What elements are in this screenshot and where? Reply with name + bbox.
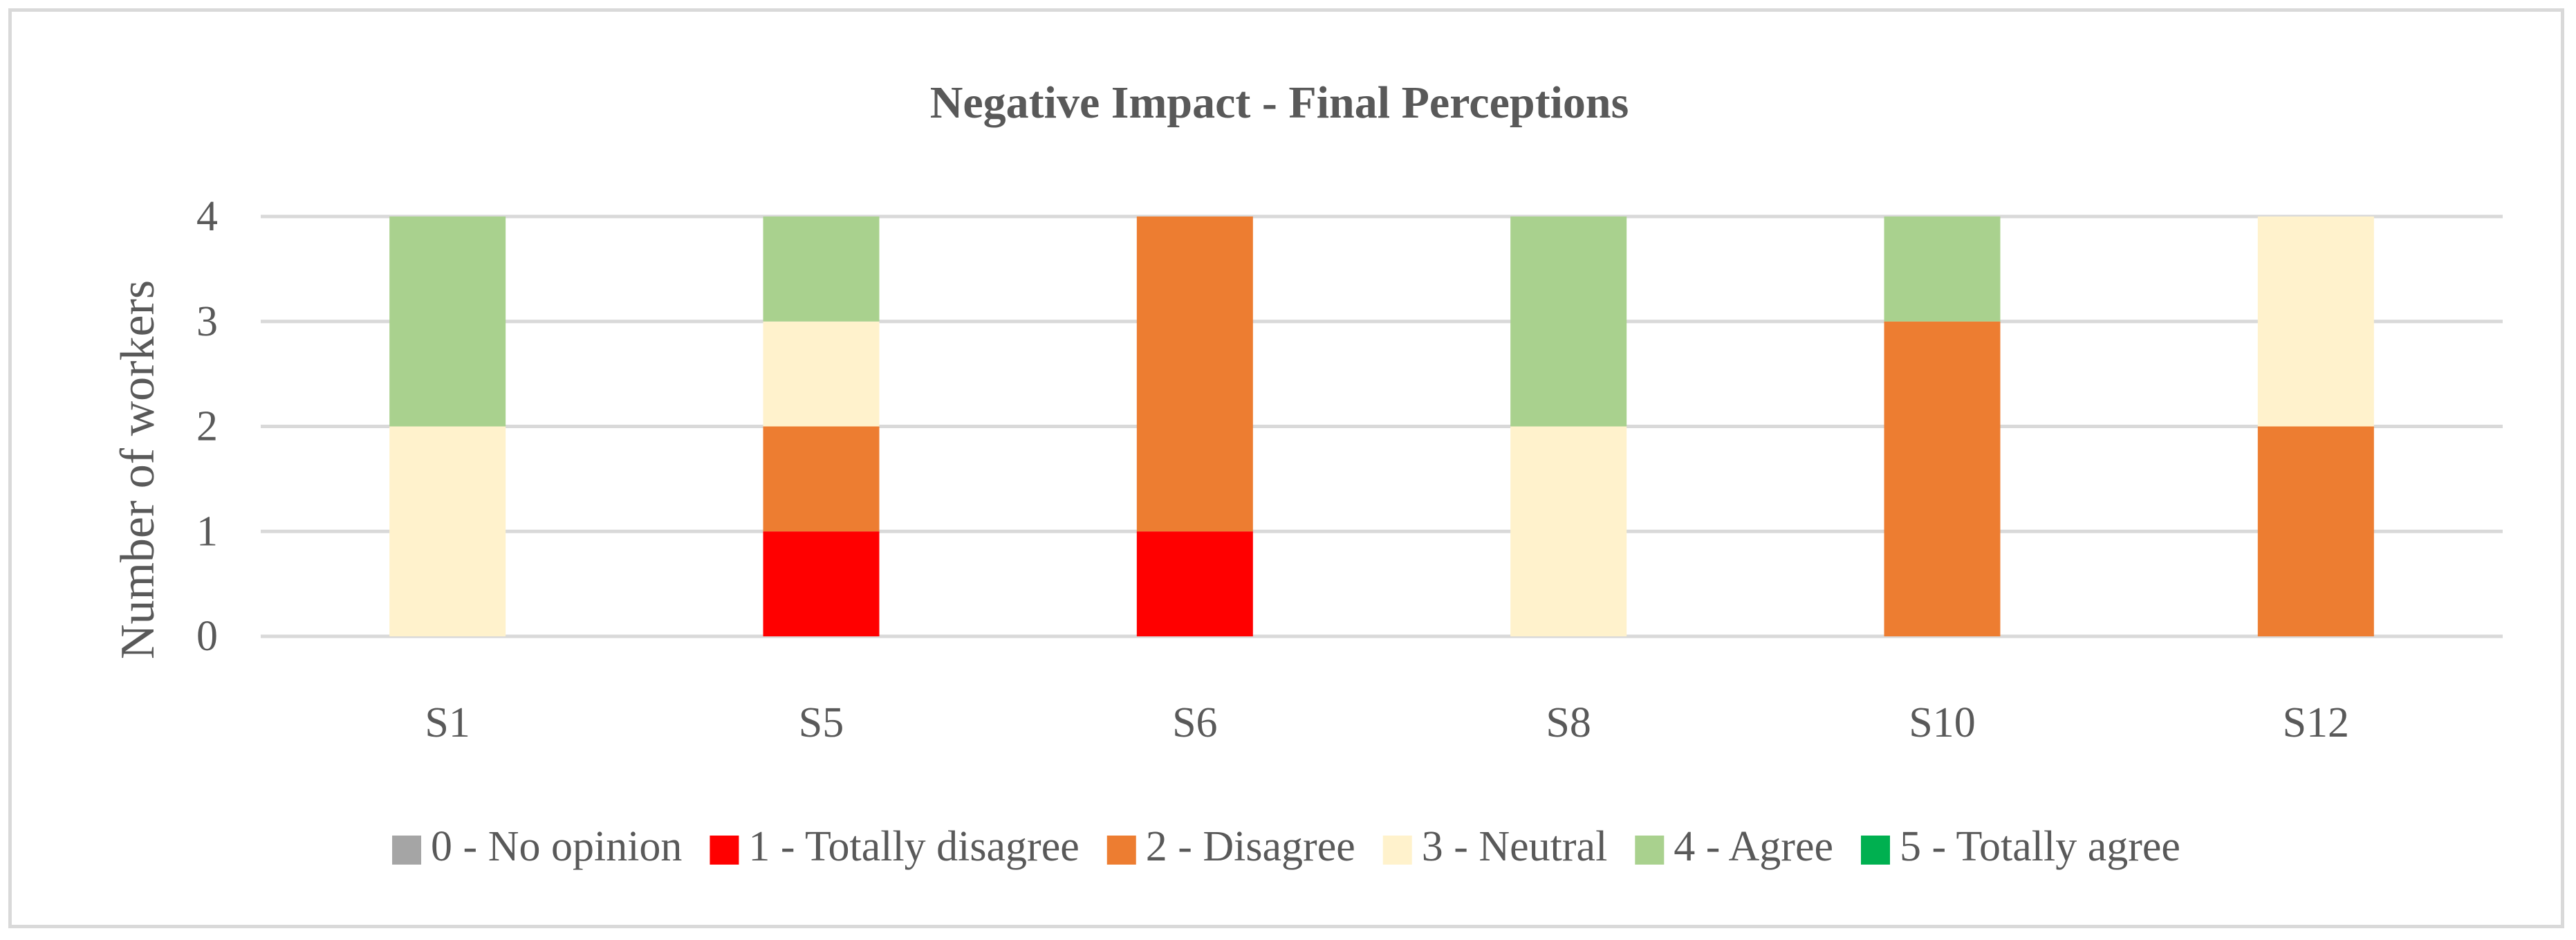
x-tick-label: S12 [2283,699,2349,746]
legend-item: 3 - Neutral [1382,823,1608,870]
y-tick-label: 4 [196,193,218,240]
y-tick-label: 3 [196,298,218,345]
y-axis-ticks: 0 1 2 3 4 [196,193,218,660]
legend-item: 5 - Totally agree [1860,823,2180,870]
stacked-bar-chart: Negative Impact - Final Perceptions Numb… [111,77,2503,870]
x-tick-label: S1 [425,699,470,746]
legend-swatch [710,836,739,865]
bar-segment [763,321,880,427]
legend-swatch [1635,836,1665,865]
bar-segment [1510,216,1627,427]
bar-segment [1884,216,2001,322]
legend-label: 4 - Agree [1674,823,1833,870]
bars [389,216,2374,636]
legend-item: 4 - Agree [1635,823,1833,870]
legend-swatch [1106,836,1136,865]
legend-label: 0 - No opinion [431,823,682,870]
bar-segment [2257,426,2374,636]
y-tick-label: 2 [196,403,218,450]
legend-item: 0 - No opinion [392,823,682,870]
chart-frame: Negative Impact - Final Perceptions Numb… [8,8,2564,928]
bar-segment [1510,426,1627,636]
legend-swatch [392,836,422,865]
bar-segment [763,531,880,636]
bar-segment [389,216,506,427]
x-axis-ticks: S1 S5 S6 S8 S10 S12 [425,699,2349,746]
y-axis-label: Number of workers [111,280,165,659]
x-tick-label: S5 [799,699,844,746]
legend-item: 1 - Totally disagree [710,823,1079,870]
chart-title: Negative Impact - Final Perceptions [930,77,1629,128]
x-tick-label: S8 [1546,699,1591,746]
y-tick-label: 0 [196,613,218,660]
legend-label: 5 - Totally agree [1900,823,2180,870]
bar-segment [389,426,506,636]
legend-swatch [1382,836,1412,865]
legend-label: 3 - Neutral [1422,823,1608,870]
bar-segment [1884,321,2001,636]
legend-label: 2 - Disagree [1146,823,1355,870]
legend-label: 1 - Totally disagree [748,823,1079,870]
legend: 0 - No opinion 1 - Totally disagree 2 - Di… [392,823,2180,870]
bar-segment [1136,216,1253,532]
legend-item: 2 - Disagree [1106,823,1355,870]
bar-segment [763,426,880,532]
x-tick-label: S10 [1909,699,1975,746]
bar-segment [763,216,880,322]
x-tick-label: S6 [1172,699,1217,746]
y-tick-label: 1 [196,508,218,555]
legend-swatch [1860,836,1890,865]
bar-segment [2257,216,2374,427]
bar-segment [1136,531,1253,636]
gridlines [261,214,2503,638]
